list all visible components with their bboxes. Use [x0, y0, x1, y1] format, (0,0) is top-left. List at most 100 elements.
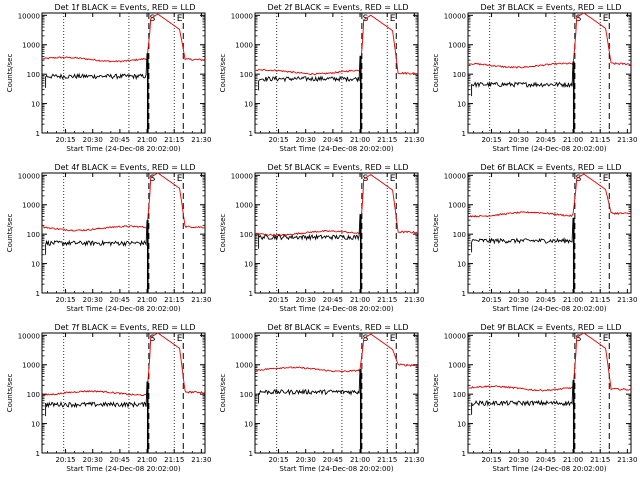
plot-frame: [254, 172, 419, 294]
x-tick-label: 21:00: [563, 136, 583, 144]
y-tick-label: 1000: [235, 202, 253, 210]
y-tick-label: 10000: [231, 332, 253, 340]
panel-title: Det 4f BLACK = Events, RED = LLD: [54, 163, 195, 172]
x-tick-label: 20:30: [83, 136, 103, 144]
y-tick-label: 1: [36, 290, 40, 298]
gap-marker-label: E: [603, 174, 609, 184]
y-tick-label: 100: [240, 391, 253, 399]
x-tick-label: 21:30: [617, 136, 637, 144]
red-lld-series-line: [42, 172, 206, 232]
y-tick-label: 1000: [22, 202, 40, 210]
gap-marker-label: S: [576, 174, 582, 184]
gap-marker-label: S: [150, 334, 156, 344]
x-tick-label: 21:15: [590, 456, 610, 464]
red-lld-series-line: [42, 332, 206, 397]
x-tick-label: 20:30: [509, 456, 529, 464]
black-events-series-line: [258, 368, 361, 404]
x-tick-label: 20:15: [268, 296, 288, 304]
x-tick-label: 21:15: [164, 456, 184, 464]
x-axis-label: Start Time (24-Dec-08 20:02:00): [492, 145, 606, 153]
x-tick-label: 21:30: [191, 136, 211, 144]
x-tick-label: 21:15: [377, 296, 397, 304]
x-tick-label: 21:15: [377, 456, 397, 464]
x-tick-label: 20:45: [323, 136, 343, 144]
y-tick-label: 1000: [22, 42, 40, 50]
y-tick-label: 10: [244, 261, 253, 269]
x-tick-label: 21:30: [617, 296, 637, 304]
y-axis-label: Counts/sec: [219, 214, 227, 253]
y-axis-label: Counts/sec: [432, 214, 440, 253]
y-tick-label: 10: [457, 421, 466, 429]
y-tick-label: 10000: [18, 172, 40, 180]
black-events-series-line: [45, 53, 148, 88]
x-tick-label: 20:30: [296, 296, 316, 304]
panel-title: Det 8f BLACK = Events, RED = LLD: [267, 323, 408, 332]
detector-panel: Det 4f BLACK = Events, RED = LLD 1 10 100 10…: [6, 163, 211, 313]
x-tick-label: 21:15: [377, 136, 397, 144]
x-tick-label: 20:15: [268, 136, 288, 144]
x-axis-label: Start Time (24-Dec-08 20:02:00): [492, 465, 606, 473]
x-tick-label: 20:45: [323, 456, 343, 464]
y-tick-label: 1000: [22, 362, 40, 370]
y-tick-label: 1000: [235, 42, 253, 50]
black-events-series-line: [258, 214, 361, 249]
red-lld-series-line: [42, 13, 206, 63]
x-axis-label: Start Time (24-Dec-08 20:02:00): [279, 145, 393, 153]
x-tick-label: 20:15: [55, 456, 75, 464]
black-events-series-line: [258, 55, 361, 91]
y-tick-label: 1: [462, 450, 466, 458]
gap-marker-label: S: [363, 174, 369, 184]
panel-title: Det 9f BLACK = Events, RED = LLD: [480, 323, 621, 332]
y-tick-label: 10: [31, 101, 40, 109]
detector-panel: Det 6f BLACK = Events, RED = LLD 1 10 100 10…: [432, 163, 637, 313]
y-axis-label: Counts/sec: [6, 374, 14, 413]
gap-marker-label: S: [576, 334, 582, 344]
panel-title: Det 1f BLACK = Events, RED = LLD: [54, 3, 195, 12]
y-tick-label: 100: [453, 391, 466, 399]
x-axis-label: Start Time (24-Dec-08 20:02:00): [279, 465, 393, 473]
x-tick-label: 20:45: [110, 296, 130, 304]
y-tick-label: 100: [27, 231, 40, 239]
x-tick-label: 20:45: [110, 136, 130, 144]
y-tick-label: 100: [27, 391, 40, 399]
x-tick-label: 20:30: [83, 296, 103, 304]
panel-title: Det 6f BLACK = Events, RED = LLD: [480, 163, 621, 172]
x-tick-label: 21:30: [191, 296, 211, 304]
x-tick-label: 20:15: [481, 456, 501, 464]
x-tick-label: 21:00: [137, 296, 157, 304]
y-tick-label: 100: [27, 71, 40, 79]
gap-marker-label: E: [177, 14, 183, 24]
y-tick-label: 10000: [444, 332, 466, 340]
x-tick-label: 21:30: [617, 456, 637, 464]
x-tick-label: 21:00: [563, 456, 583, 464]
x-tick-label: 21:30: [191, 456, 211, 464]
gap-marker-label: E: [390, 14, 396, 24]
y-tick-label: 100: [453, 71, 466, 79]
x-axis-label: Start Time (24-Dec-08 20:02:00): [279, 305, 393, 313]
plot-frame: [467, 12, 632, 134]
x-tick-label: 20:30: [83, 456, 103, 464]
red-lld-series-line: [468, 173, 632, 218]
x-tick-label: 21:00: [350, 136, 370, 144]
black-events-series-line: [45, 381, 148, 417]
red-lld-series-line: [468, 12, 632, 69]
y-tick-label: 10000: [231, 12, 253, 20]
y-tick-label: 1: [249, 290, 253, 298]
plot-frame: [254, 332, 419, 454]
x-tick-label: 20:30: [296, 136, 316, 144]
y-tick-label: 1000: [448, 362, 466, 370]
detector-panel: Det 1f BLACK = Events, RED = LLD 1 10 100 10…: [6, 3, 211, 153]
y-tick-label: 1000: [448, 42, 466, 50]
detector-panel: Det 8f BLACK = Events, RED = LLD 1 10 100 10…: [219, 323, 424, 473]
x-tick-label: 20:15: [268, 456, 288, 464]
x-tick-label: 20:15: [55, 136, 75, 144]
gap-marker-label: E: [177, 174, 183, 184]
y-tick-label: 10000: [18, 12, 40, 20]
y-tick-label: 1: [462, 130, 466, 138]
red-lld-series-line: [255, 333, 419, 373]
plot-frame: [41, 332, 206, 454]
detector-panel: Det 5f BLACK = Events, RED = LLD 1 10 100 10…: [219, 163, 424, 313]
y-tick-label: 1: [36, 130, 40, 138]
x-tick-label: 20:30: [296, 456, 316, 464]
